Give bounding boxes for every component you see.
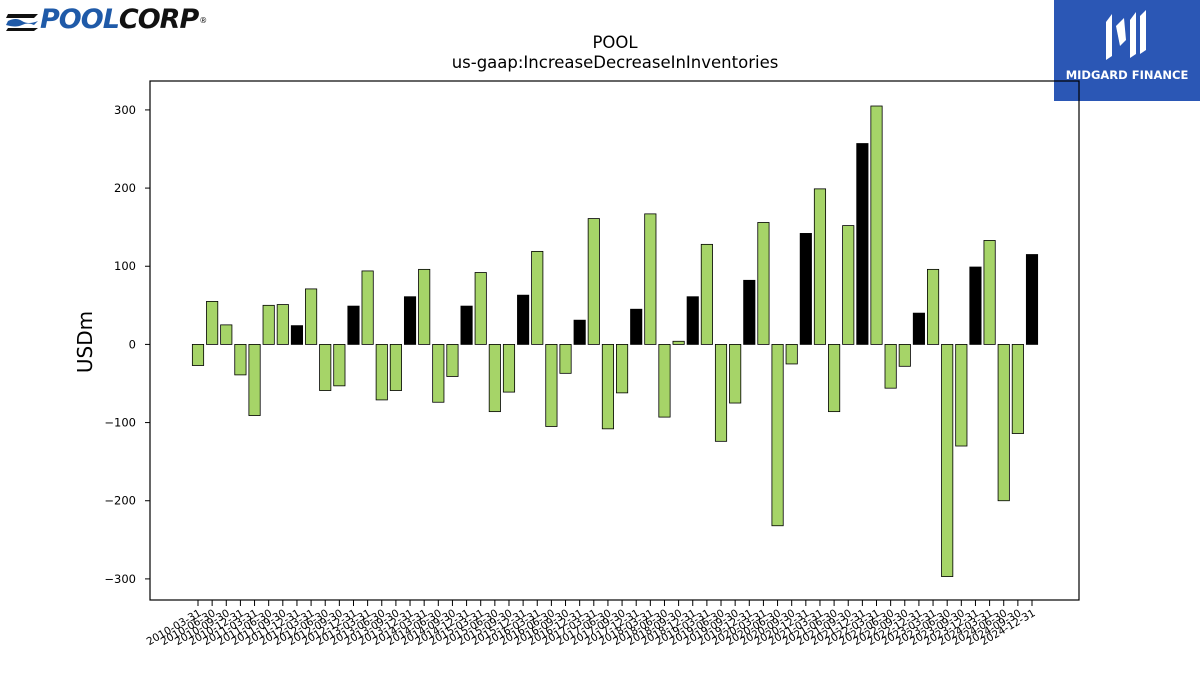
bar-2023-03-31 (927, 268, 940, 345)
bar-2012-03-31 (305, 288, 318, 345)
bar-2022-03-31 (870, 105, 883, 345)
bar-2023-06-30 (941, 344, 954, 577)
bar-2014-03-31 (418, 268, 431, 345)
bar-2022-12-31 (912, 312, 925, 345)
bar-2020-06-30 (771, 344, 784, 527)
bar-2015-03-31 (474, 272, 487, 345)
bar-2015-09-30 (502, 344, 516, 393)
bar-2010-06-30 (206, 301, 219, 345)
bar-2015-12-31 (517, 294, 530, 345)
bar-2023-09-30 (955, 344, 968, 447)
midgard-finance-logo: MIDGARD FINANCE (1054, 0, 1200, 101)
bar-2018-09-30 (672, 340, 685, 345)
bar-2014-06-30 (432, 344, 445, 403)
bar-2021-06-30 (828, 344, 841, 413)
bar-2011-03-31 (248, 344, 261, 416)
chart-title: POOL (592, 33, 638, 52)
y-tick-label: 300 (114, 103, 136, 117)
y-tick-label: −100 (104, 416, 136, 430)
y-tick-label: −200 (104, 494, 136, 508)
bar-2010-03-31 (191, 344, 205, 366)
bar-2011-12-31 (290, 325, 304, 345)
bar-2016-03-31 (531, 250, 544, 345)
midgard-monogram-icon (1106, 10, 1146, 60)
bar-2019-06-30 (714, 344, 728, 442)
bar-2019-12-31 (743, 279, 756, 345)
bar-2018-12-31 (686, 296, 699, 345)
y-tick-label: 100 (114, 259, 136, 273)
x-axis: 2010-03-312010-06-302010-09-302010-12-31… (145, 600, 1038, 648)
bar-2013-06-30 (375, 344, 388, 401)
bar-2019-09-30 (729, 344, 742, 404)
bar-2021-09-30 (842, 225, 855, 345)
bar-2012-12-31 (347, 305, 360, 345)
bar-2017-12-31 (630, 308, 643, 345)
bar-2012-06-30 (319, 344, 332, 391)
bar-2017-06-30 (601, 344, 614, 430)
bar-2021-12-31 (856, 143, 869, 345)
midgard-finance-text: MIDGARD FINANCE (1065, 68, 1189, 82)
bar-2019-03-31 (700, 243, 713, 345)
y-tick-label: 0 (129, 337, 136, 351)
bar-2011-06-30 (262, 304, 275, 345)
bar-2014-12-31 (460, 305, 473, 345)
bar-2022-09-30 (898, 344, 911, 367)
bar-2016-12-31 (573, 319, 586, 345)
bar-2011-09-30 (276, 304, 289, 345)
logo-text-corp: CORP (118, 4, 199, 35)
bar-2010-12-31 (234, 344, 247, 376)
bar-2017-09-30 (616, 344, 629, 394)
bar-2018-06-30 (658, 344, 671, 418)
logo-text-pool: POOL (40, 4, 120, 35)
bar-2020-09-30 (785, 344, 798, 365)
bar-2013-09-30 (389, 344, 402, 391)
y-axis: 300 200 100 0 −100 −200 −300 (104, 103, 150, 586)
poolcorp-wave-icon (6, 14, 38, 31)
bar-2022-06-30 (884, 344, 897, 389)
bar-2024-03-31 (983, 240, 996, 345)
y-tick-label: 200 (114, 181, 136, 195)
bar-2023-12-31 (969, 266, 982, 345)
bar-2015-06-30 (488, 344, 501, 413)
bar-2020-12-31 (799, 233, 812, 345)
bar-2016-06-30 (545, 344, 558, 427)
bar-2013-03-31 (361, 270, 374, 345)
bar-2013-12-31 (403, 296, 417, 345)
y-axis-label: USDm (73, 311, 97, 373)
bar-2010-09-30 (220, 324, 233, 345)
bar-2024-12-31 (1025, 254, 1039, 345)
bar-2018-03-31 (644, 213, 657, 345)
bar-2016-09-30 (559, 344, 572, 374)
bars-group (191, 105, 1039, 577)
plot-frame (149, 80, 1080, 601)
bar-2021-03-31 (813, 188, 827, 345)
bar-2020-03-31 (757, 222, 770, 345)
bar-2014-09-30 (446, 344, 459, 377)
bar-2024-06-30 (997, 344, 1010, 502)
y-tick-label: −300 (104, 572, 136, 586)
bar-2017-03-31 (587, 218, 600, 345)
poolcorp-logo: POOL CORP ® (6, 4, 207, 36)
bar-2024-09-30 (1011, 344, 1024, 434)
registered-mark: ® (199, 15, 208, 25)
bar-2012-09-30 (333, 344, 346, 387)
chart-subtitle: us-gaap:IncreaseDecreaseInInventories (452, 53, 779, 72)
